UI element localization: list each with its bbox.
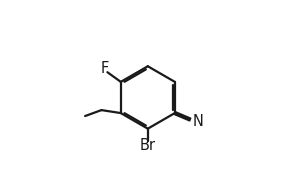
Text: Br: Br xyxy=(140,138,156,153)
Text: F: F xyxy=(101,61,109,76)
Text: N: N xyxy=(192,114,203,130)
